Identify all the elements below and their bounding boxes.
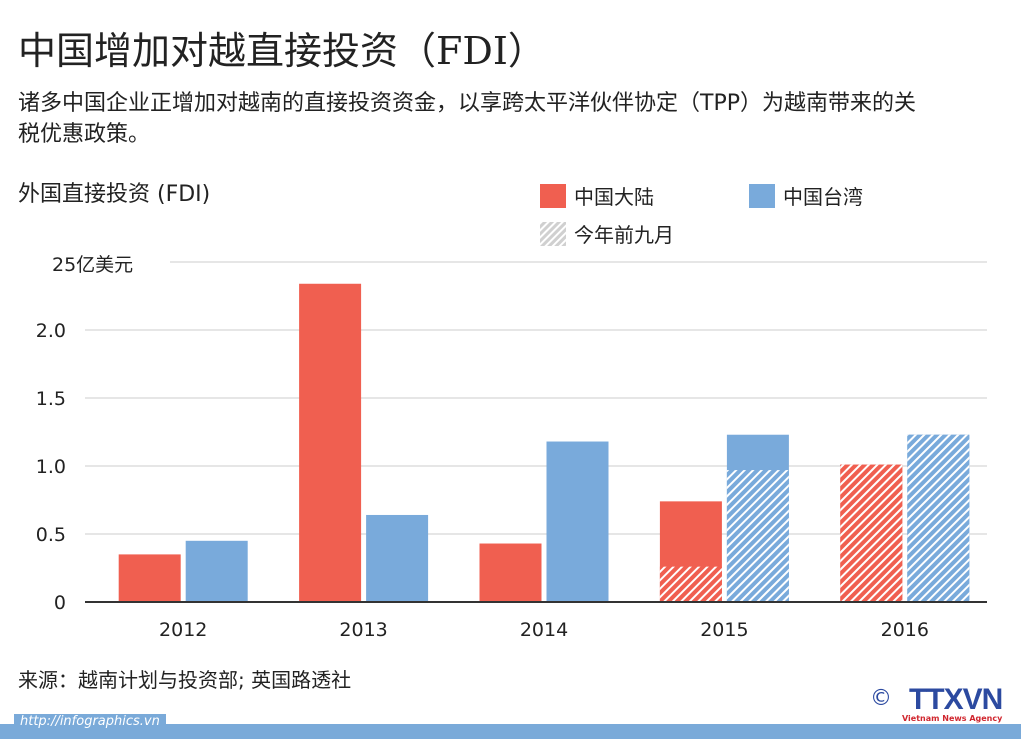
legend-label-nine-months: 今年前九月 — [574, 223, 674, 247]
ttxvn-logo: © TTXVN Vietnam News Agency — [870, 683, 1003, 724]
legend-nine-months: 今年前九月 — [540, 219, 674, 248]
bar-mainland-2013 — [299, 283, 362, 602]
x-tick-label: 2014 — [520, 619, 568, 641]
x-tick-label: 2013 — [339, 619, 387, 641]
page-title: 中国增加对越直接投资（FDI） — [18, 29, 546, 73]
legend-taiwan: 中国台湾 — [749, 181, 863, 210]
subtitle: 诸多中国企业正增加对越南的直接投资资金，以享跨太平洋伙伴协定（TPP）为越南带来… — [18, 91, 916, 147]
bar-taiwan-2014 — [546, 441, 609, 602]
footer-url[interactable]: http://infographics.vn — [14, 714, 166, 729]
bar-chart: 0 0.5 1.0 1.5 2.0 25亿美元 2012 2013 2014 2015 2016 — [36, 254, 987, 641]
bar-nine-months-taiwan-2016 — [907, 434, 970, 602]
legend-mainland: 中国大陆 — [540, 181, 654, 210]
y-tick-label: 1.5 — [36, 388, 66, 410]
y-tick-label: 2.0 — [36, 320, 66, 342]
y-unit-label: 25亿美元 — [52, 254, 133, 276]
y-tick-label: 0.5 — [36, 524, 66, 546]
y-tick-label: 0 — [54, 592, 66, 614]
bar-nine-months-mainland-2016 — [840, 464, 903, 602]
x-tick-label: 2012 — [159, 619, 207, 641]
y-tick-label: 1.0 — [36, 456, 66, 478]
bar-taiwan-2013 — [366, 514, 429, 602]
bar-taiwan-2012 — [185, 540, 248, 602]
legend-label-mainland: 中国大陆 — [574, 185, 654, 209]
bar-mainland-2014 — [479, 543, 542, 602]
y-axis-label: 外国直接投资 (FDI) — [18, 182, 211, 207]
x-tick-label: 2016 — [881, 619, 929, 641]
bar-mainland-2012 — [118, 554, 181, 602]
source-note: 来源：越南计划与投资部; 英国路透社 — [18, 668, 352, 692]
logo-tagline: Vietnam News Agency — [902, 714, 1003, 723]
x-tick-label: 2015 — [700, 619, 748, 641]
bar-nine-months-mainland-2015 — [659, 566, 722, 602]
legend-swatch-hatch — [540, 221, 566, 246]
logo-text: TTXVN — [908, 683, 1003, 716]
copyright-icon: © — [870, 686, 892, 711]
legend-label-taiwan: 中国台湾 — [783, 185, 863, 209]
bar-nine-months-taiwan-2015 — [726, 470, 789, 602]
footer-bar — [0, 724, 1021, 739]
legend-swatch-mainland — [540, 183, 566, 208]
legend-swatch-taiwan — [749, 183, 775, 208]
